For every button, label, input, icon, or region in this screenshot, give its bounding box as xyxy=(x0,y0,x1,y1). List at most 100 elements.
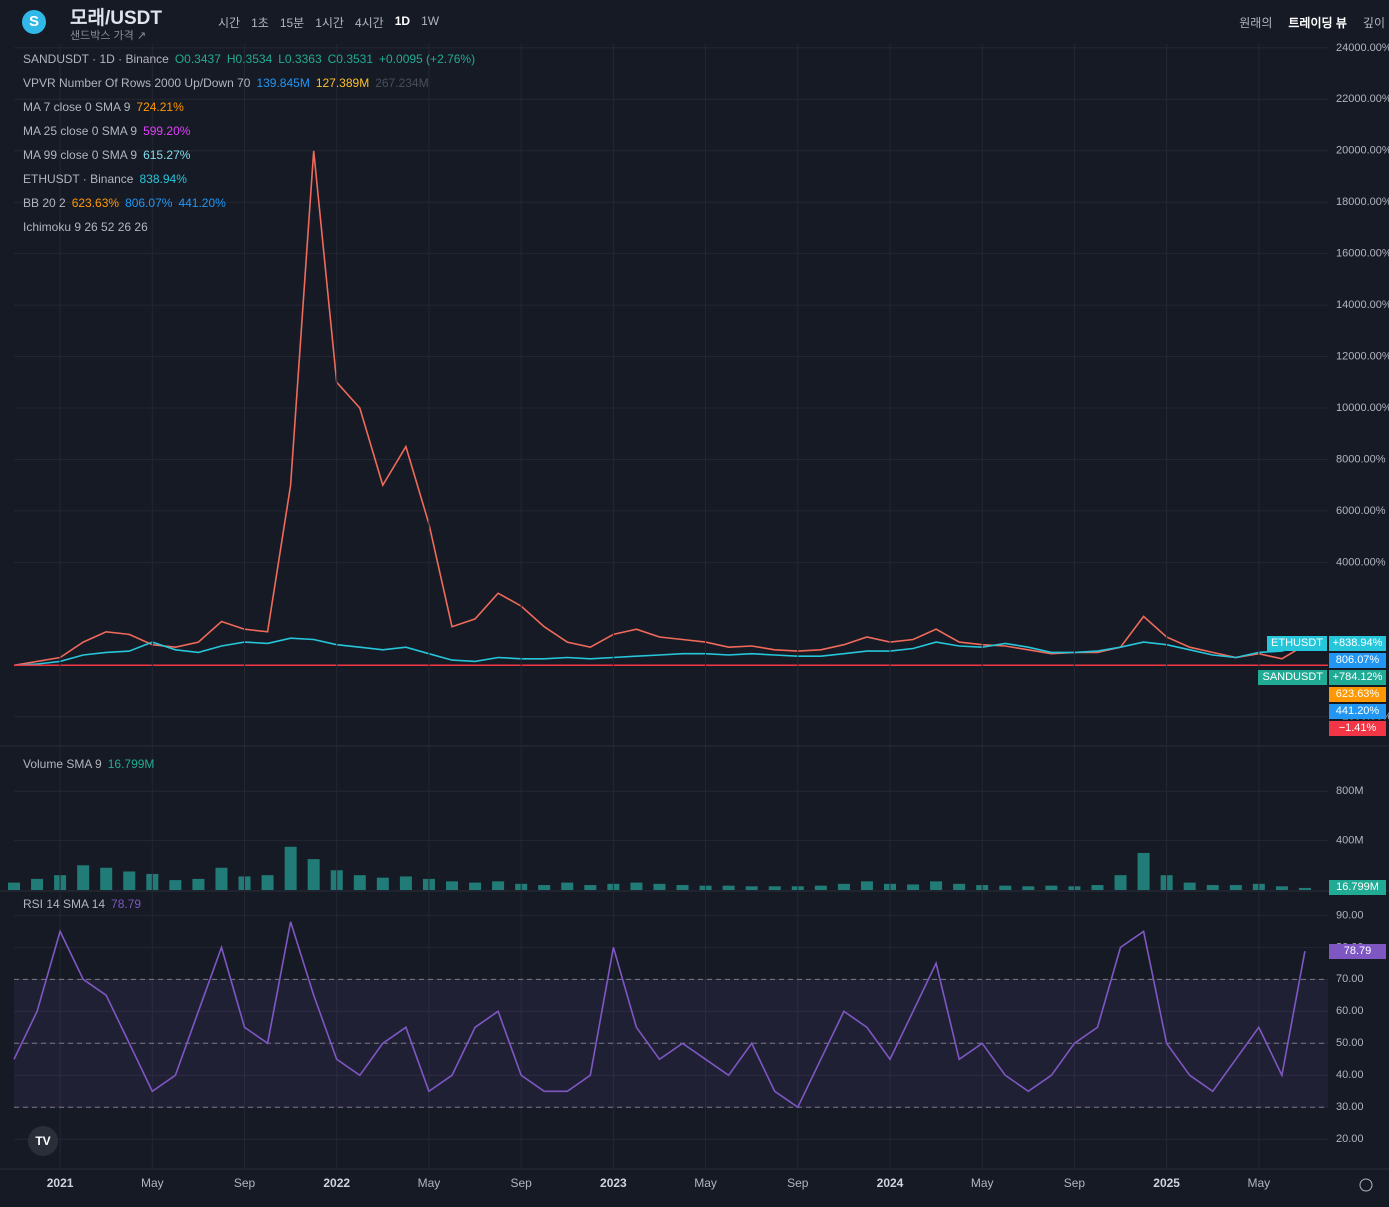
volume-bar xyxy=(814,885,827,890)
legend-label: MA 99 close 0 SMA 9 xyxy=(23,148,138,162)
legend-row: MA 25 close 0 SMA 9 599.20% xyxy=(23,119,481,143)
price-label: −1.41% xyxy=(1329,721,1386,737)
legend-row: VPVR Number Of Rows 2000 Up/Down 70 139.8… xyxy=(23,71,481,95)
volume-bar xyxy=(446,881,458,890)
volume-bar xyxy=(722,885,735,890)
volume-bar xyxy=(745,886,758,890)
last-value-label: 78.79 xyxy=(1329,943,1386,959)
legend-value: 78.79 xyxy=(111,897,142,911)
volume-bar xyxy=(1229,885,1242,890)
legend-label: SANDUSDT · 1D · Binance xyxy=(23,52,169,66)
legend-value: 806.07% xyxy=(125,196,173,210)
interval-button[interactable]: 4시간 xyxy=(354,16,384,30)
volume-bar xyxy=(584,885,597,890)
last-value-label: 16.799M xyxy=(1329,880,1386,896)
volume-bar xyxy=(1137,852,1150,890)
legend-value: 838.94% xyxy=(139,172,187,186)
symbol-logo: S xyxy=(22,10,46,34)
symbol-subtitle[interactable]: 샌드박스 가격 ↗ xyxy=(70,30,147,42)
legend-value: 599.20% xyxy=(143,124,191,138)
x-tick-label: Sep xyxy=(787,1176,809,1190)
legend-value: O0.3437 xyxy=(174,52,221,66)
toolbar: S 모래/USDT 샌드박스 가격 ↗ 시간 1초 15분 1시간 4시간 1D 1W 원래… xyxy=(0,0,1389,44)
legend-row: Ichimoku 9 26 52 26 26 xyxy=(23,215,481,239)
volume-bar xyxy=(837,883,850,890)
volume-bar xyxy=(399,876,412,890)
volume-bar xyxy=(123,871,136,890)
volume-bar xyxy=(953,883,966,890)
x-tick-label: May xyxy=(971,1176,994,1190)
volume-bar xyxy=(1183,882,1196,890)
series-name-label: SANDUSDT xyxy=(1258,670,1327,686)
price-label: +784.12% xyxy=(1329,670,1386,686)
tv-logo[interactable] xyxy=(28,1126,58,1156)
symbol-title[interactable]: 모래/USDT xyxy=(70,8,162,29)
volume-bar xyxy=(100,867,113,890)
volume-bar xyxy=(907,884,920,890)
legend-value: L0.3363 xyxy=(278,52,322,66)
interval-button[interactable]: 1초 xyxy=(251,16,269,30)
volume-bar xyxy=(492,881,505,890)
view-tab[interactable]: 깊이 xyxy=(1362,16,1385,30)
y-tick-label: 12000.00% xyxy=(1336,350,1389,362)
tv-logo-mark: TV xyxy=(35,1134,50,1148)
interval-bar: 시간 1초 15분 1시간 4시간 1D 1W xyxy=(218,14,439,31)
interval-button[interactable]: 1시간 xyxy=(315,16,344,30)
volume-bar xyxy=(284,846,297,890)
volume-bar xyxy=(999,885,1012,890)
legend-label: ETHUSDT · Binance xyxy=(23,172,134,186)
legend-value: 16.799M xyxy=(107,757,155,771)
y-tick-label: 20.00 xyxy=(1336,1133,1364,1145)
volume-bar xyxy=(676,885,689,890)
interval-button[interactable]: 시간 xyxy=(218,16,241,30)
volume-bar xyxy=(1275,886,1288,890)
volume-bar xyxy=(261,875,274,890)
view-tab[interactable]: 트레이딩 뷰 xyxy=(1288,16,1347,30)
legend-value: H0.3534 xyxy=(226,52,273,66)
volume-bar xyxy=(215,867,228,890)
price-label: 623.63% xyxy=(1329,687,1386,703)
y-tick-label: 800M xyxy=(1336,785,1364,797)
x-tick-label: Sep xyxy=(1064,1176,1086,1190)
legend-label: Ichimoku 9 26 52 26 26 xyxy=(23,220,148,234)
price-label: +838.94% xyxy=(1329,636,1386,652)
y-tick-label: 24000.00% xyxy=(1336,42,1389,54)
legend-value: 139.845M xyxy=(256,76,310,90)
legend-row: ETHUSDT · Binance 838.94% xyxy=(23,167,481,191)
interval-button[interactable]: 1W xyxy=(421,14,440,28)
interval-button[interactable]: 1D xyxy=(394,14,411,28)
legend-label: MA 7 close 0 SMA 9 xyxy=(23,100,131,114)
volume-bar xyxy=(630,882,643,890)
series-line xyxy=(13,921,1306,1109)
x-tick-label: 2021 xyxy=(47,1176,74,1190)
x-tick-label: 2024 xyxy=(877,1176,904,1190)
view-tab[interactable]: 원래의 xyxy=(1239,16,1273,30)
legend-label: MA 25 close 0 SMA 9 xyxy=(23,124,138,138)
volume-bar xyxy=(1091,885,1104,890)
interval-button[interactable]: 15분 xyxy=(279,16,305,30)
series-line xyxy=(13,150,1306,667)
view-tabs: 원래의 트레이딩 뷰 깊이 xyxy=(1239,14,1385,31)
volume-bar xyxy=(169,880,182,890)
y-tick-label: 30.00 xyxy=(1336,1101,1364,1113)
x-tick-label: May xyxy=(141,1176,164,1190)
volume-bar xyxy=(376,877,389,890)
volume-bar xyxy=(1022,886,1035,890)
y-tick-label: 10000.00% xyxy=(1336,402,1389,414)
legend-row: SANDUSDT · 1D · Binance O0.3437 H0.3534 L0.… xyxy=(23,47,481,71)
volume-bar xyxy=(469,882,482,890)
y-tick-label: 14000.00% xyxy=(1336,299,1389,311)
x-tick-label: 2022 xyxy=(323,1176,350,1190)
plot-layer: 24000.00% 22000.00% 20000.00% 18000.00% 1600… xyxy=(0,42,1389,1190)
settings-icon[interactable] xyxy=(1359,1178,1373,1192)
y-tick-label: 18000.00% xyxy=(1336,196,1389,208)
y-tick-label: 50.00 xyxy=(1336,1037,1364,1049)
x-tick-label: Sep xyxy=(234,1176,256,1190)
y-tick-label: 400M xyxy=(1336,835,1364,847)
legend-row: BB 20 2 623.63% 806.07% 441.20% xyxy=(23,191,481,215)
legend-label: RSI 14 SMA 14 xyxy=(23,897,106,911)
price-label: 441.20% xyxy=(1329,704,1386,720)
volume-bar xyxy=(860,881,873,890)
price-legend: SANDUSDT · 1D · Binance O0.3437 H0.3534 L0.… xyxy=(23,47,481,239)
